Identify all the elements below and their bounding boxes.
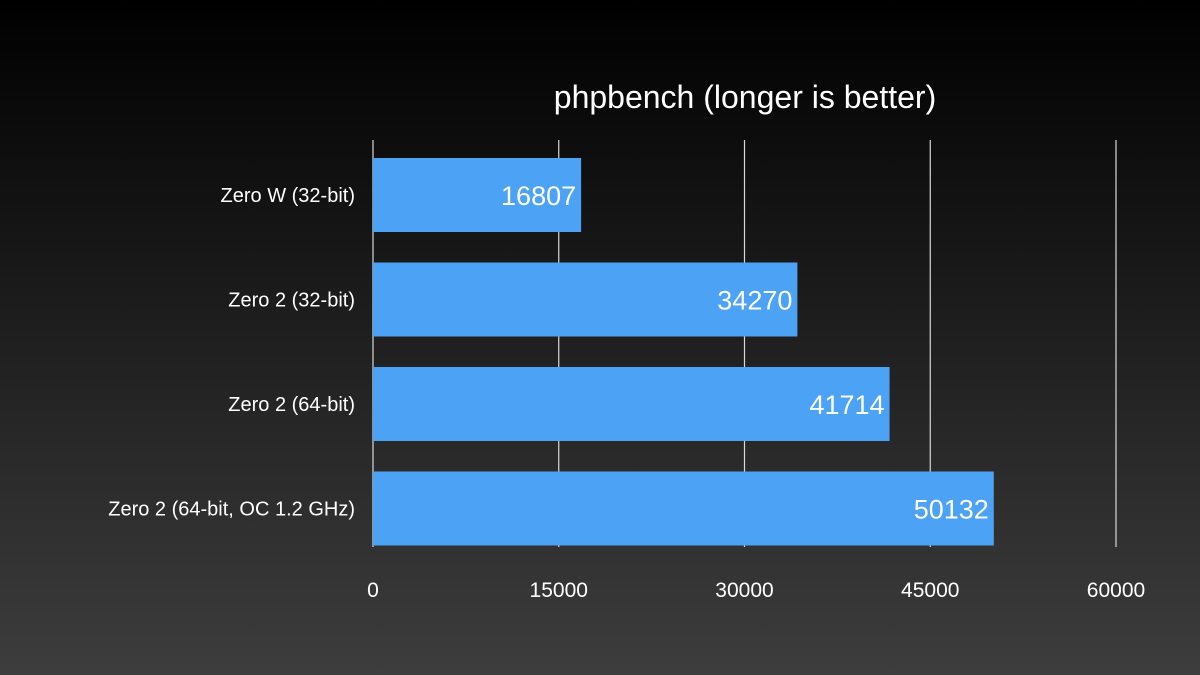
data-label: 34270 [717,286,792,316]
bars [373,158,994,546]
category-label: Zero 2 (64-bit, OC 1.2 GHz) [108,499,355,521]
x-tick-label: 45000 [901,579,959,602]
bar [373,471,994,546]
bar [373,158,582,232]
data-labels: 16807 34270 41714 50132 [501,181,989,525]
bar [373,367,890,441]
category-label: Zero 2 (64-bit) [228,394,355,416]
data-label: 16807 [501,181,576,211]
category-labels: Zero W (32-bit) Zero 2 (32-bit) Zero 2 (64… [108,185,355,521]
x-tick-label: 15000 [530,579,588,602]
x-tick-label: 0 [367,579,379,602]
category-label: Zero W (32-bit) [221,185,355,207]
x-tick-label: 60000 [1087,579,1145,602]
data-label: 41714 [809,390,884,420]
bar [373,262,798,337]
category-label: Zero 2 (32-bit) [228,290,355,312]
chart-title: phpbench (longer is better) [554,79,936,115]
x-axis-tick-labels: 0 15000 30000 45000 60000 [367,579,1145,602]
data-label: 50132 [914,495,989,525]
x-tick-label: 30000 [715,579,773,602]
